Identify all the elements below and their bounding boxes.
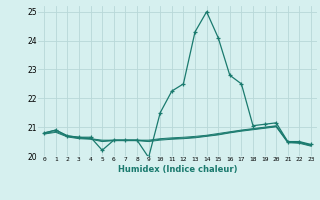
- X-axis label: Humidex (Indice chaleur): Humidex (Indice chaleur): [118, 165, 237, 174]
